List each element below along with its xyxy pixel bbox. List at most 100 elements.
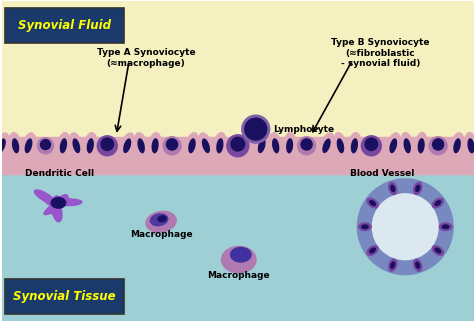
Ellipse shape: [268, 132, 283, 160]
Ellipse shape: [337, 138, 344, 153]
Ellipse shape: [123, 138, 131, 153]
Ellipse shape: [415, 261, 420, 269]
Ellipse shape: [434, 200, 441, 206]
Polygon shape: [34, 189, 82, 223]
Circle shape: [433, 139, 444, 150]
Ellipse shape: [216, 138, 223, 153]
Circle shape: [357, 179, 453, 275]
Text: Synovial Tissue: Synovial Tissue: [13, 290, 116, 303]
Ellipse shape: [150, 213, 168, 226]
Ellipse shape: [322, 138, 331, 153]
Ellipse shape: [400, 132, 415, 160]
Ellipse shape: [56, 132, 71, 160]
Ellipse shape: [442, 224, 449, 229]
Text: Type B Synoviocyte
(≈fibroblastic
- synovial fluid): Type B Synoviocyte (≈fibroblastic - syno…: [331, 38, 429, 68]
Ellipse shape: [73, 138, 80, 153]
Ellipse shape: [414, 132, 428, 160]
Ellipse shape: [366, 198, 379, 209]
FancyBboxPatch shape: [5, 7, 124, 43]
Circle shape: [298, 137, 316, 155]
Ellipse shape: [403, 138, 411, 153]
Circle shape: [365, 138, 377, 150]
Ellipse shape: [369, 200, 376, 206]
Ellipse shape: [389, 138, 397, 153]
Circle shape: [37, 138, 54, 154]
Ellipse shape: [0, 132, 10, 159]
Ellipse shape: [432, 245, 444, 256]
Circle shape: [166, 139, 178, 150]
Ellipse shape: [83, 132, 98, 160]
Circle shape: [101, 138, 113, 150]
Ellipse shape: [347, 132, 362, 160]
Circle shape: [231, 137, 245, 151]
Ellipse shape: [415, 185, 420, 192]
Ellipse shape: [0, 138, 6, 153]
Ellipse shape: [388, 258, 398, 272]
Circle shape: [245, 118, 267, 140]
Ellipse shape: [390, 261, 395, 269]
Ellipse shape: [333, 132, 348, 159]
Text: Lymphocyte: Lymphocyte: [273, 125, 334, 134]
Ellipse shape: [369, 247, 376, 254]
Text: Blood Vessel: Blood Vessel: [350, 169, 415, 178]
Ellipse shape: [145, 211, 177, 233]
Ellipse shape: [319, 132, 335, 159]
Ellipse shape: [366, 245, 379, 256]
Ellipse shape: [386, 132, 401, 159]
Bar: [1, 1, 474, 150]
Ellipse shape: [148, 132, 162, 160]
Ellipse shape: [413, 182, 422, 195]
Ellipse shape: [152, 138, 159, 153]
Ellipse shape: [361, 224, 369, 229]
Ellipse shape: [87, 138, 94, 153]
Circle shape: [163, 137, 181, 155]
Ellipse shape: [21, 132, 36, 159]
Ellipse shape: [390, 185, 395, 192]
Ellipse shape: [413, 258, 422, 272]
Ellipse shape: [69, 132, 84, 159]
Circle shape: [97, 136, 117, 156]
Ellipse shape: [467, 138, 474, 153]
Bar: [1, 137, 474, 175]
Text: Macrophage: Macrophage: [208, 270, 270, 279]
FancyBboxPatch shape: [5, 279, 124, 315]
Ellipse shape: [453, 138, 461, 153]
Ellipse shape: [157, 215, 167, 223]
Ellipse shape: [388, 182, 398, 195]
Ellipse shape: [50, 197, 66, 209]
Circle shape: [301, 139, 312, 150]
Ellipse shape: [198, 132, 214, 159]
Ellipse shape: [450, 132, 465, 159]
Ellipse shape: [134, 132, 148, 159]
Ellipse shape: [137, 138, 145, 153]
Ellipse shape: [283, 132, 297, 160]
Ellipse shape: [258, 138, 265, 153]
Circle shape: [429, 137, 447, 155]
Ellipse shape: [213, 132, 227, 160]
Circle shape: [227, 135, 249, 157]
Ellipse shape: [230, 247, 252, 263]
Ellipse shape: [286, 138, 293, 153]
Circle shape: [361, 136, 381, 156]
Ellipse shape: [358, 222, 372, 231]
Ellipse shape: [464, 132, 474, 160]
Circle shape: [242, 115, 270, 143]
Ellipse shape: [202, 138, 210, 153]
Ellipse shape: [434, 247, 441, 254]
Circle shape: [40, 140, 50, 149]
Circle shape: [373, 194, 438, 260]
Ellipse shape: [119, 132, 135, 159]
Ellipse shape: [60, 138, 67, 153]
Ellipse shape: [25, 138, 32, 153]
Ellipse shape: [221, 246, 257, 274]
Ellipse shape: [8, 132, 23, 160]
Ellipse shape: [12, 138, 19, 153]
Ellipse shape: [438, 222, 453, 231]
Ellipse shape: [188, 138, 196, 153]
Ellipse shape: [184, 132, 200, 159]
Ellipse shape: [351, 138, 358, 153]
Bar: [1, 150, 474, 321]
Text: Synovial Fluid: Synovial Fluid: [18, 19, 111, 32]
Text: Macrophage: Macrophage: [130, 230, 192, 239]
Text: Dendritic Cell: Dendritic Cell: [25, 169, 94, 178]
